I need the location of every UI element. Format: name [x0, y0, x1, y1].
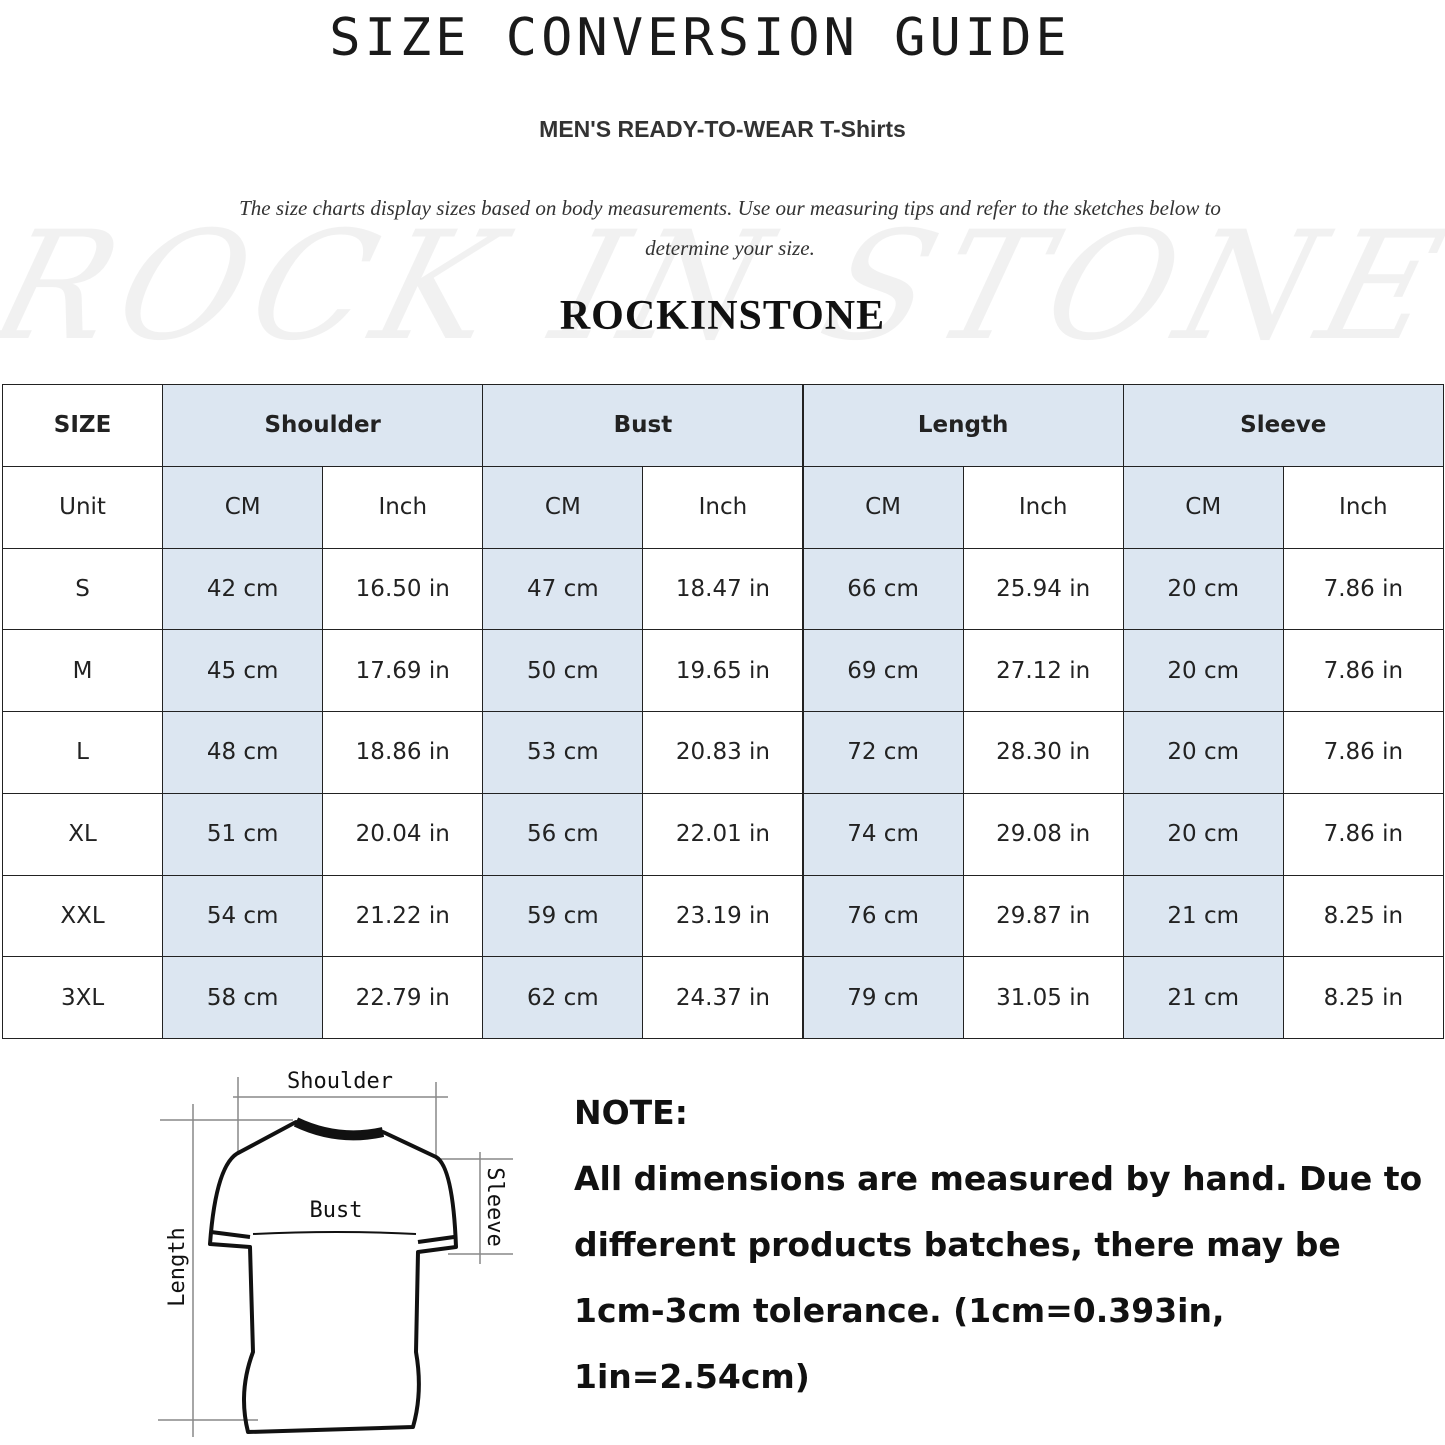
unit-inch: Inch — [322, 465, 484, 549]
value-cell: 45 cm — [162, 629, 324, 712]
value-cell: 24.37 in — [642, 956, 804, 1039]
length-label: Length — [165, 1227, 190, 1306]
value-cell: 7.86 in — [1282, 547, 1444, 631]
size-cell: L — [2, 711, 164, 794]
value-cell: 29.87 in — [962, 874, 1124, 958]
note: NOTE: All dimensions are measured by han… — [574, 1080, 1434, 1410]
size-cell: M — [2, 629, 164, 712]
header-shoulder: Shoulder — [162, 384, 484, 467]
value-cell: 7.86 in — [1282, 629, 1444, 712]
description: The size charts display sizes based on b… — [239, 196, 1221, 260]
value-cell: 62 cm — [482, 956, 644, 1039]
value-cell: 22.79 in — [322, 956, 484, 1039]
header-sleeve: Sleeve — [1122, 384, 1444, 467]
header-length: Length — [802, 384, 1124, 467]
value-cell: 16.50 in — [322, 547, 484, 631]
size-table: SIZE Shoulder Bust Length Sleeve Unit CM Inch CM… — [2, 384, 1444, 1039]
value-cell: 23.19 in — [642, 874, 804, 958]
value-cell: 21 cm — [1122, 874, 1284, 958]
value-cell: 18.86 in — [322, 711, 484, 794]
value-cell: 79 cm — [802, 956, 964, 1039]
value-cell: 74 cm — [802, 792, 964, 876]
size-cell: S — [2, 547, 164, 631]
value-cell: 72 cm — [802, 711, 964, 794]
value-cell: 7.86 in — [1282, 792, 1444, 876]
header-size: SIZE — [2, 384, 164, 467]
value-cell: 21 cm — [1122, 956, 1284, 1039]
subtitle: MEN'S READY-TO-WEAR T-Shirts — [539, 116, 906, 142]
size-cell: XXL — [2, 874, 164, 958]
value-cell: 42 cm — [162, 547, 324, 631]
value-cell: 51 cm — [162, 792, 324, 876]
value-cell: 21.22 in — [322, 874, 484, 958]
measure-lines — [158, 1077, 513, 1437]
value-cell: 20 cm — [1122, 711, 1284, 794]
unit-inch: Inch — [1282, 465, 1444, 549]
tshirt-outline — [208, 1117, 458, 1434]
value-cell: 17.69 in — [322, 629, 484, 712]
note-text: All dimensions are measured by hand. Due… — [574, 1159, 1423, 1396]
value-cell: 58 cm — [162, 956, 324, 1039]
value-cell: 47 cm — [482, 547, 644, 631]
value-cell: 20 cm — [1122, 629, 1284, 712]
value-cell: 7.86 in — [1282, 711, 1444, 794]
size-cell: 3XL — [2, 956, 164, 1039]
value-cell: 25.94 in — [962, 547, 1124, 631]
value-cell: 29.08 in — [962, 792, 1124, 876]
value-cell: 22.01 in — [642, 792, 804, 876]
value-cell: 28.30 in — [962, 711, 1124, 794]
value-cell: 50 cm — [482, 629, 644, 712]
unit-inch: Inch — [642, 465, 804, 549]
value-cell: 20.83 in — [642, 711, 804, 794]
value-cell: 8.25 in — [1282, 956, 1444, 1039]
tshirt-measurement-diagram: Shoulder Bust Sleeve Length — [158, 1069, 513, 1437]
unit-cm: CM — [1122, 465, 1284, 549]
value-cell: 66 cm — [802, 547, 964, 631]
value-cell: 18.47 in — [642, 547, 804, 631]
value-cell: 59 cm — [482, 874, 644, 958]
unit-cm: CM — [162, 465, 324, 549]
brand-name: ROCKINSTONE — [559, 293, 886, 339]
unit-cm: CM — [802, 465, 964, 549]
value-cell: 69 cm — [802, 629, 964, 712]
value-cell: 20 cm — [1122, 792, 1284, 876]
value-cell: 8.25 in — [1282, 874, 1444, 958]
bust-label: Bust — [310, 1198, 363, 1223]
value-cell: 56 cm — [482, 792, 644, 876]
unit-inch: Inch — [962, 465, 1124, 549]
value-cell: 27.12 in — [962, 629, 1124, 712]
page-title: SIZE CONVERSION GUIDE — [329, 8, 1071, 68]
value-cell: 48 cm — [162, 711, 324, 794]
note-heading: NOTE: — [574, 1093, 688, 1132]
value-cell: 53 cm — [482, 711, 644, 794]
value-cell: 76 cm — [802, 874, 964, 958]
value-cell: 54 cm — [162, 874, 324, 958]
size-cell: XL — [2, 792, 164, 876]
header-bust: Bust — [482, 384, 804, 467]
value-cell: 20.04 in — [322, 792, 484, 876]
value-cell: 20 cm — [1122, 547, 1284, 631]
value-cell: 31.05 in — [962, 956, 1124, 1039]
sleeve-label: Sleeve — [482, 1167, 507, 1246]
unit-label: Unit — [2, 465, 164, 549]
value-cell: 19.65 in — [642, 629, 804, 712]
unit-cm: CM — [482, 465, 644, 549]
shoulder-label: Shoulder — [287, 1069, 393, 1094]
